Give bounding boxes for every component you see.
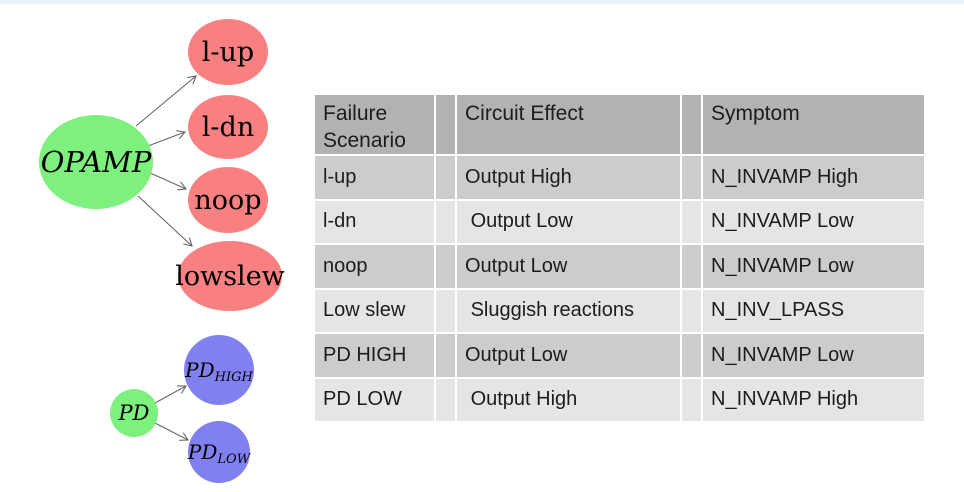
edge-opamp-lowslew [137,195,192,246]
table-spacer-cell [436,334,455,377]
table-row-scenario: Low slew [315,289,434,332]
table-spacer-cell [436,95,455,154]
table-spacer-cell [436,245,455,288]
table-row-symptom: N_INVAMP Low [703,245,924,288]
table-spacer-cell [436,200,455,243]
table-row-effect: Output High [457,378,680,421]
table-row-effect: Sluggish reactions [457,289,680,332]
edge-pd-pdlow [154,422,188,440]
header-symptom: Symptom [703,95,924,154]
node-ldn: l-dn [188,95,268,159]
table-row-symptom: N_INVAMP Low [703,200,924,243]
table-spacer-cell [436,289,455,332]
edge-opamp-ldn [147,132,185,147]
table-spacer-cell [682,378,701,421]
node-lowslew: lowslew [175,241,285,311]
node-pd-label: PD [118,401,150,425]
node-lup-label: l-up [202,37,254,68]
table-spacer-cell [682,95,701,154]
node-pd: PD [110,389,158,437]
node-noop-label: noop [194,185,261,216]
table-row-effect: Output Low [457,245,680,288]
table-row-symptom: N_INVAMP High [703,156,924,199]
table-spacer-cell [436,156,455,199]
node-lup: l-up [188,19,268,85]
table-row-scenario: l-dn [315,200,434,243]
table-spacer-cell [682,156,701,199]
header-circuit-effect: Circuit Effect [457,95,680,154]
table-row-scenario: PD LOW [315,378,434,421]
graph-edges [135,76,196,440]
header-failure-scenario: Failure Scenario [315,95,434,154]
edge-pd-pdhigh [154,386,186,404]
node-pd-low-label: PDLOW [187,440,252,467]
node-ldn-label: l-dn [202,112,254,143]
node-pd-high-label: PDHIGH [184,358,253,385]
table-row-scenario: l-up [315,156,434,199]
node-lowslew-label: lowslew [175,261,285,292]
table-row-scenario: PD HIGH [315,334,434,377]
table-row-scenario: noop [315,245,434,288]
table-spacer-cell [436,378,455,421]
table-row-effect: Output Low [457,334,680,377]
table-row-effect: Output High [457,156,680,199]
table-spacer-cell [682,245,701,288]
failure-symptom-table: Failure Scenario Circuit Effect Symptom … [315,95,924,421]
table-spacer-cell [682,200,701,243]
node-opamp: OPAMP [39,115,153,209]
node-noop: noop [188,167,268,233]
node-opamp-label: OPAMP [41,145,152,179]
node-pd-high: PDHIGH [184,335,254,405]
edge-opamp-noop [147,171,186,189]
table-spacer-cell [682,334,701,377]
edge-opamp-lup [135,76,196,127]
table-spacer-cell [682,289,701,332]
table-row-symptom: N_INVAMP High [703,378,924,421]
top-edge-strip [0,0,964,4]
table-row-effect: Output Low [457,200,680,243]
node-pd-low: PDLOW [187,421,252,483]
table-row-symptom: N_INVAMP Low [703,334,924,377]
table-row-symptom: N_INV_LPASS [703,289,924,332]
